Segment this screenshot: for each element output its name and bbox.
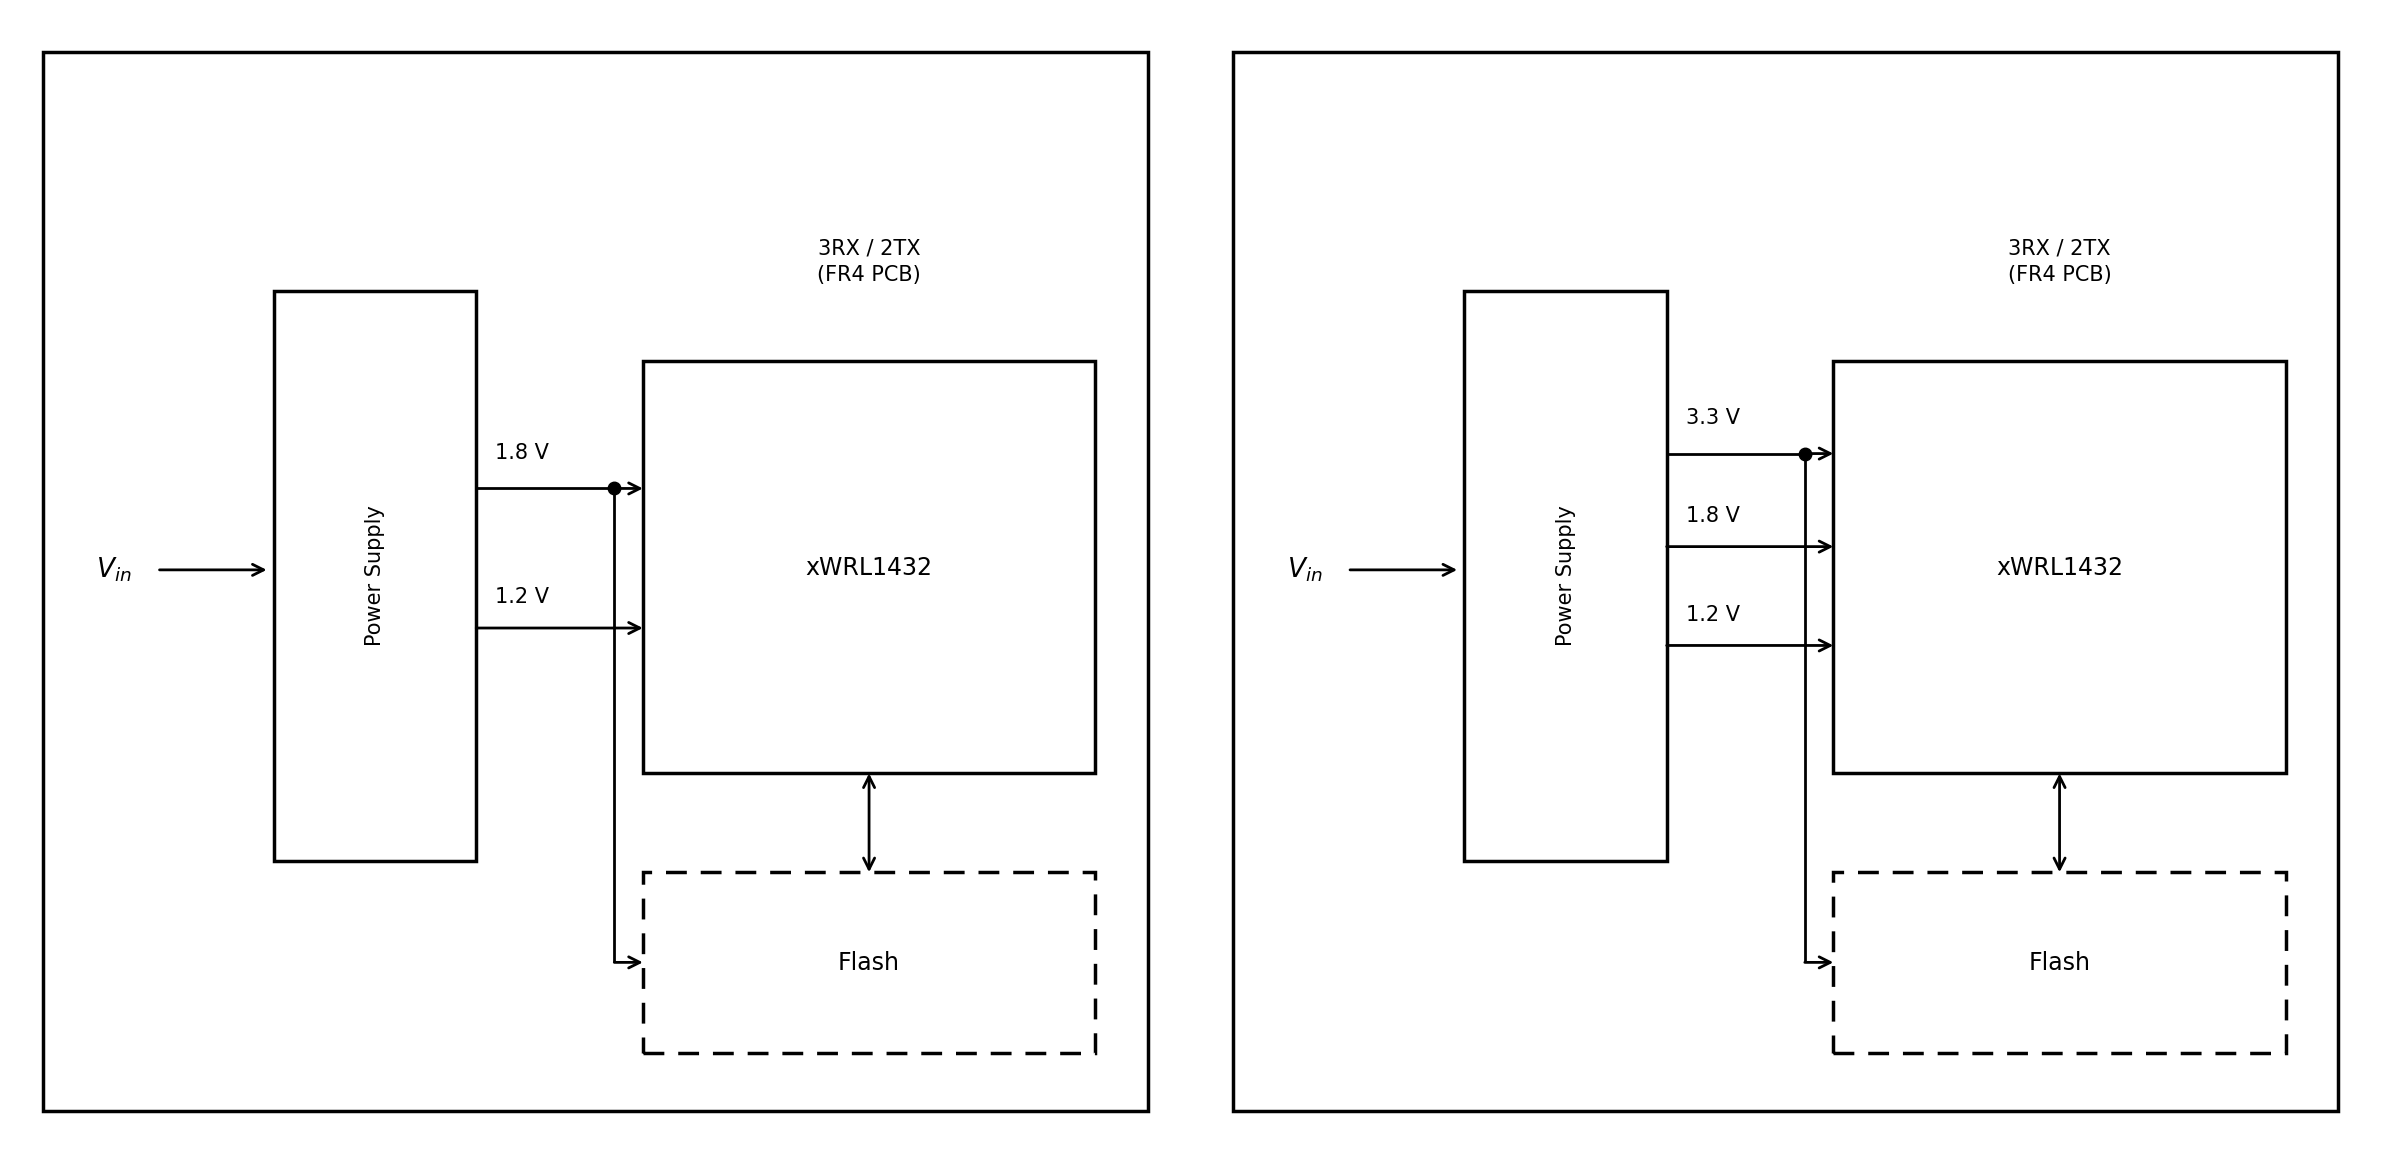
Text: Power Supply: Power Supply — [364, 505, 386, 647]
Bar — [43, 52, 1148, 1111]
Text: 3RX / 2TX
(FR4 PCB): 3RX / 2TX (FR4 PCB) — [817, 238, 921, 285]
Bar — [1233, 52, 2338, 1111]
Text: 3RX / 2TX
(FR4 PCB): 3RX / 2TX (FR4 PCB) — [2007, 238, 2112, 285]
Text: Flash: Flash — [838, 951, 900, 975]
Text: 1.2 V: 1.2 V — [495, 587, 550, 607]
Bar — [643, 361, 1095, 773]
Text: 1.8 V: 1.8 V — [495, 443, 550, 463]
Bar — [274, 291, 476, 861]
Bar — [643, 872, 1095, 1053]
Bar — [1464, 291, 1667, 861]
Bar — [1833, 872, 2286, 1053]
Text: xWRL1432: xWRL1432 — [805, 556, 933, 579]
Bar — [1833, 361, 2286, 773]
Text: 3.3 V: 3.3 V — [1686, 408, 1741, 428]
Text: xWRL1432: xWRL1432 — [1995, 556, 2124, 579]
Text: $V_{in}$: $V_{in}$ — [1288, 556, 1321, 584]
Text: 1.2 V: 1.2 V — [1686, 605, 1741, 625]
Text: Power Supply: Power Supply — [1555, 505, 1576, 647]
Text: $V_{in}$: $V_{in}$ — [98, 556, 131, 584]
Text: Flash: Flash — [2029, 951, 2091, 975]
Text: 1.8 V: 1.8 V — [1686, 506, 1741, 526]
